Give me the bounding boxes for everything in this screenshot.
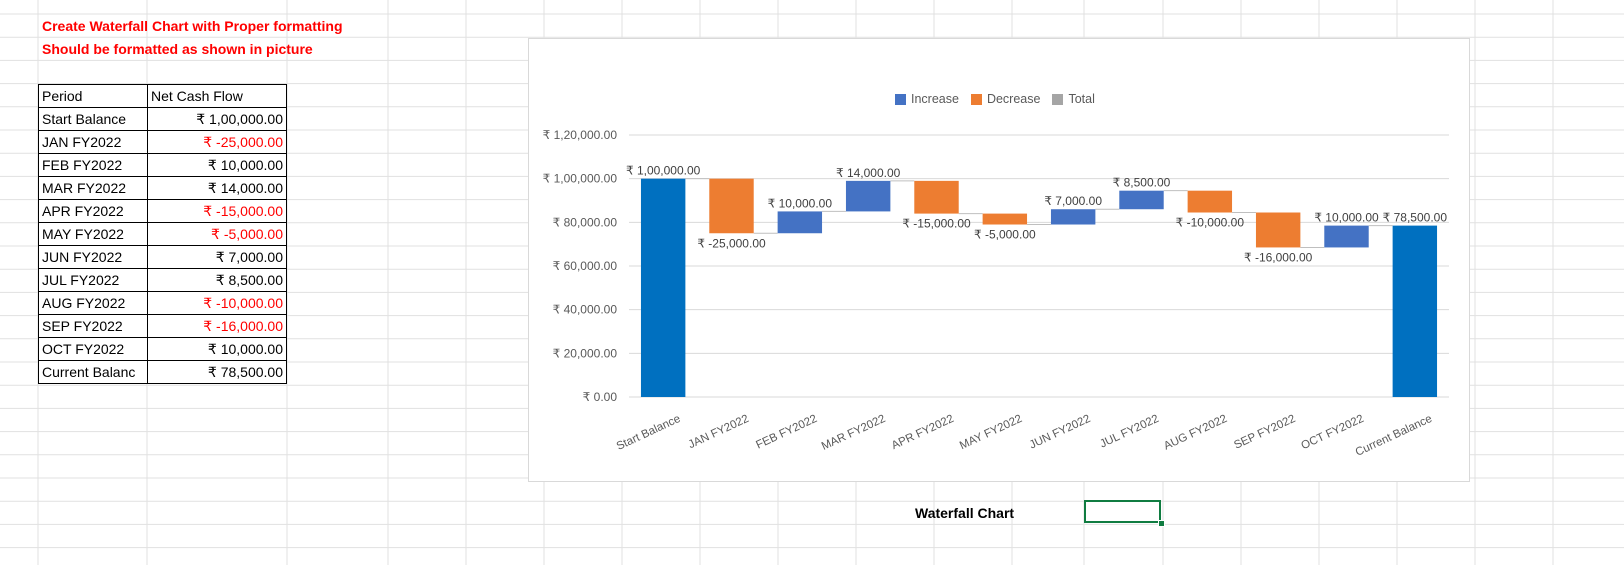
data-label: ₹ 78,500.00 xyxy=(1383,211,1448,225)
table-row: JAN FY2022 ₹ -25,000.00 xyxy=(38,130,287,154)
period-cell[interactable]: MAY FY2022 xyxy=(38,222,148,246)
legend-label-total: Total xyxy=(1068,92,1095,106)
table-row: MAY FY2022 ₹ -5,000.00 xyxy=(38,222,287,246)
bar-may-fy2022 xyxy=(982,213,1028,225)
data-label: ₹ 1,00,000.00 xyxy=(626,164,701,178)
period-cell[interactable]: SEP FY2022 xyxy=(38,314,148,338)
legend-item-total: Total xyxy=(1052,92,1095,106)
bar-start-balance xyxy=(640,178,686,397)
data-label: ₹ -25,000.00 xyxy=(697,236,766,250)
period-cell[interactable]: AUG FY2022 xyxy=(38,291,148,315)
net-cash-flow-cell[interactable]: ₹ -16,000.00 xyxy=(147,314,287,338)
fill-handle[interactable] xyxy=(1158,520,1165,527)
data-label: ₹ 10,000.00 xyxy=(768,196,833,210)
bar-sep-fy2022 xyxy=(1255,212,1301,248)
data-label: ₹ 7,000.00 xyxy=(1044,194,1102,208)
period-cell[interactable]: JUN FY2022 xyxy=(38,245,148,269)
table-row: FEB FY2022 ₹ 10,000.00 xyxy=(38,153,287,177)
bar-jun-fy2022 xyxy=(1050,209,1096,225)
table-row: AUG FY2022 ₹ -10,000.00 xyxy=(38,291,287,315)
x-tick-label: Start Balance xyxy=(615,413,683,453)
period-cell[interactable]: Start Balance xyxy=(38,107,148,131)
net-cash-flow-cell[interactable]: ₹ -10,000.00 xyxy=(147,291,287,315)
table-row: APR FY2022 ₹ -15,000.00 xyxy=(38,199,287,223)
legend-label-decrease: Decrease xyxy=(986,92,1041,106)
x-tick-label: Current Balance xyxy=(1354,413,1434,459)
bar-aug-fy2022 xyxy=(1187,190,1233,213)
net-cash-flow-cell[interactable]: ₹ 7,000.00 xyxy=(147,245,287,269)
net-cash-flow-cell[interactable]: ₹ 8,500.00 xyxy=(147,268,287,292)
table-header-row: Period Net Cash Flow xyxy=(38,84,287,108)
period-cell[interactable]: Current Balanc xyxy=(38,360,148,384)
waterfall-chart[interactable]: ₹ 0.00 ₹ 20,000.00 ₹ 40,000.00 ₹ 60,000.00 ₹… xyxy=(528,38,1470,482)
net-cash-flow-cell[interactable]: ₹ 78,500.00 xyxy=(147,360,287,384)
selected-cell[interactable] xyxy=(1084,500,1161,523)
chart-plot: ₹ 0.00 ₹ 20,000.00 ₹ 40,000.00 ₹ 60,000.00 ₹… xyxy=(543,128,1449,459)
table-row: Current Balanc ₹ 78,500.00 xyxy=(38,360,287,384)
data-label: ₹ 14,000.00 xyxy=(836,166,901,180)
chart-legend[interactable]: Increase Decrease Total xyxy=(895,92,1095,106)
x-tick-label: FEB FY2022 xyxy=(754,413,819,452)
net-cash-flow-cell[interactable]: ₹ 14,000.00 xyxy=(147,176,287,200)
bar-jan-fy2022 xyxy=(709,178,754,234)
x-tick-label: JUL FY2022 xyxy=(1098,413,1161,451)
table-row: MAR FY2022 ₹ 14,000.00 xyxy=(38,176,287,200)
bar-apr-fy2022 xyxy=(914,180,959,214)
legend-swatch-increase xyxy=(895,93,906,105)
net-cash-flow-cell[interactable]: ₹ -5,000.00 xyxy=(147,222,287,246)
instruction-note-2: Should be formatted as shown in picture xyxy=(42,41,313,57)
x-tick-label: MAR FY2022 xyxy=(820,413,888,453)
table-row: JUL FY2022 ₹ 8,500.00 xyxy=(38,268,287,292)
x-tick-label: AUG FY2022 xyxy=(1162,413,1229,453)
bar-oct-fy2022 xyxy=(1324,225,1369,248)
y-tick-label: ₹ 60,000.00 xyxy=(553,259,618,273)
x-tick-label: JUN FY2022 xyxy=(1028,413,1093,452)
instruction-note-1: Create Waterfall Chart with Proper forma… xyxy=(42,18,343,34)
legend-label-increase: Increase xyxy=(911,92,959,106)
data-label: ₹ 10,000.00 xyxy=(1314,211,1379,225)
bar-current-balance xyxy=(1392,225,1438,397)
y-tick-label: ₹ 20,000.00 xyxy=(553,346,618,360)
x-tick-label: APR FY2022 xyxy=(890,413,956,452)
data-label: ₹ -5,000.00 xyxy=(974,228,1036,242)
data-label: ₹ 8,500.00 xyxy=(1113,176,1171,190)
period-cell[interactable]: FEB FY2022 xyxy=(38,153,148,177)
period-cell[interactable]: JAN FY2022 xyxy=(38,130,148,154)
table-row: Start Balance ₹ 1,00,000.00 xyxy=(38,107,287,131)
net-cash-flow-cell[interactable]: ₹ 1,00,000.00 xyxy=(147,107,287,131)
y-tick-label: ₹ 0.00 xyxy=(583,390,618,404)
y-tick-label: ₹ 80,000.00 xyxy=(553,215,618,229)
legend-swatch-total xyxy=(1052,93,1064,105)
period-cell[interactable]: MAR FY2022 xyxy=(38,176,148,200)
y-tick-label: ₹ 1,20,000.00 xyxy=(543,128,618,142)
y-tick-label: ₹ 40,000.00 xyxy=(553,303,618,317)
legend-item-increase: Increase xyxy=(895,92,959,106)
period-cell[interactable]: APR FY2022 xyxy=(38,199,148,223)
y-tick-label: ₹ 1,00,000.00 xyxy=(543,172,618,186)
bar-feb-fy2022 xyxy=(777,211,823,234)
table-row: SEP FY2022 ₹ -16,000.00 xyxy=(38,314,287,338)
net-cash-flow-cell[interactable]: ₹ 10,000.00 xyxy=(147,153,287,177)
data-label: ₹ -10,000.00 xyxy=(1176,216,1245,230)
header-period[interactable]: Period xyxy=(38,84,148,108)
x-tick-label: SEP FY2022 xyxy=(1232,413,1297,452)
table-row: OCT FY2022 ₹ 10,000.00 xyxy=(38,337,287,361)
header-net-cash-flow[interactable]: Net Cash Flow xyxy=(147,84,287,108)
bar-mar-fy2022 xyxy=(845,180,891,212)
period-cell[interactable]: OCT FY2022 xyxy=(38,337,148,361)
chart-caption: Waterfall Chart xyxy=(915,505,1015,521)
cash-flow-table: Period Net Cash Flow Start Balance ₹ 1,00… xyxy=(38,84,287,384)
legend-swatch-decrease xyxy=(970,93,982,105)
legend-item-decrease: Decrease xyxy=(970,92,1041,106)
table-row: JUN FY2022 ₹ 7,000.00 xyxy=(38,245,287,269)
net-cash-flow-cell[interactable]: ₹ 10,000.00 xyxy=(147,337,287,361)
net-cash-flow-cell[interactable]: ₹ -15,000.00 xyxy=(147,199,287,223)
net-cash-flow-cell[interactable]: ₹ -25,000.00 xyxy=(147,130,287,154)
bar-jul-fy2022 xyxy=(1119,190,1164,210)
x-tick-label: MAY FY2022 xyxy=(958,413,1024,452)
data-label: ₹ -16,000.00 xyxy=(1244,250,1313,264)
data-label: ₹ -15,000.00 xyxy=(902,217,971,231)
period-cell[interactable]: JUL FY2022 xyxy=(38,268,148,292)
x-tick-label: JAN FY2022 xyxy=(687,413,751,451)
